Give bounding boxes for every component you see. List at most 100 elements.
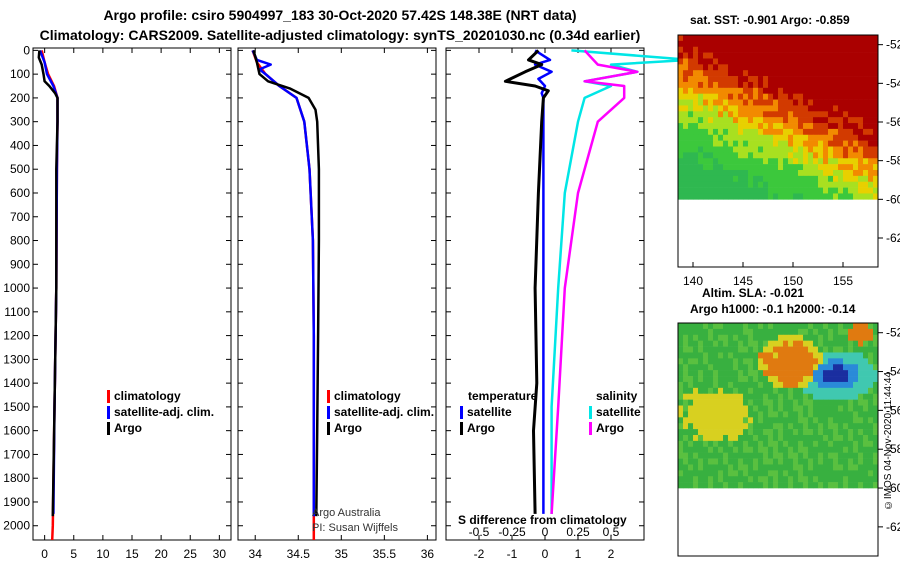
map-cell bbox=[738, 52, 744, 59]
map-cell bbox=[853, 399, 859, 406]
legend-label-sal-argo: Argo bbox=[596, 421, 624, 435]
map-cell bbox=[793, 146, 799, 153]
map-cell bbox=[738, 399, 744, 406]
map-cell bbox=[828, 40, 834, 48]
map-cell bbox=[708, 476, 714, 483]
map-cell bbox=[708, 470, 714, 477]
map-cell bbox=[848, 482, 854, 489]
map-cell bbox=[868, 476, 874, 483]
map-cell bbox=[783, 187, 789, 194]
map-cell bbox=[773, 482, 779, 489]
map-cell bbox=[843, 393, 849, 400]
map-cell bbox=[818, 158, 824, 165]
map-cell bbox=[853, 134, 859, 141]
map-cell bbox=[793, 111, 799, 118]
map-cell bbox=[798, 128, 804, 136]
map-cell bbox=[678, 58, 684, 65]
map-cell bbox=[833, 134, 839, 141]
map-cell bbox=[803, 35, 809, 42]
map-cell bbox=[738, 340, 744, 347]
map-cell bbox=[693, 458, 699, 465]
map-cell bbox=[698, 417, 704, 424]
map-cell bbox=[683, 76, 689, 83]
map-cell bbox=[833, 334, 839, 341]
map-cell bbox=[873, 429, 879, 436]
map-cell bbox=[828, 340, 834, 347]
map-cell bbox=[758, 452, 764, 459]
difference-xlabel: S difference from climatology bbox=[458, 513, 627, 527]
map-cell bbox=[803, 393, 809, 400]
map-cell bbox=[838, 452, 844, 459]
map-cell bbox=[748, 164, 754, 171]
map-cell bbox=[763, 440, 769, 448]
map-cell bbox=[743, 193, 749, 200]
map-cell bbox=[713, 58, 719, 65]
map-cell bbox=[698, 411, 704, 418]
map-cell bbox=[743, 134, 749, 141]
map-cell bbox=[813, 58, 819, 65]
map-cell bbox=[858, 146, 864, 153]
map-cell bbox=[758, 152, 764, 159]
salinity-legend: climatology satellite-adj. clim. Argo Ar… bbox=[312, 389, 434, 534]
map-cell bbox=[808, 52, 814, 59]
map-cell bbox=[678, 175, 684, 183]
map-cell bbox=[838, 446, 844, 453]
map-cell bbox=[768, 152, 774, 159]
map-cell bbox=[693, 76, 699, 83]
map-cell bbox=[843, 370, 849, 377]
map-cell bbox=[788, 452, 794, 459]
map-cell bbox=[763, 128, 769, 136]
map-cell bbox=[688, 134, 694, 141]
map-cell bbox=[728, 358, 734, 365]
map-cell bbox=[813, 434, 819, 442]
map-cell bbox=[793, 164, 799, 171]
map-cell bbox=[798, 193, 804, 200]
map-cell bbox=[773, 405, 779, 412]
map-cell bbox=[848, 146, 854, 153]
map-cell bbox=[863, 340, 869, 347]
map-cell bbox=[833, 193, 839, 200]
map-cell bbox=[848, 423, 854, 430]
map-cell bbox=[768, 364, 774, 371]
map-cell bbox=[743, 99, 749, 106]
map-cell bbox=[823, 405, 829, 412]
map-cell bbox=[828, 64, 834, 71]
map-cell bbox=[813, 193, 819, 200]
map-cell bbox=[838, 46, 844, 53]
map-cell bbox=[713, 123, 719, 130]
map-cell bbox=[723, 46, 729, 53]
x-tick-label-salinity: -0.25 bbox=[498, 525, 526, 539]
map-cell bbox=[863, 429, 869, 436]
map-cell bbox=[858, 40, 864, 48]
map-cell bbox=[733, 482, 739, 489]
map-cell bbox=[858, 70, 864, 77]
legend-swatch-temp-satellite bbox=[460, 406, 463, 419]
map-cell bbox=[833, 452, 839, 459]
map-cell bbox=[783, 105, 789, 112]
map-cell bbox=[748, 470, 754, 477]
map-cell bbox=[843, 429, 849, 436]
map-cell bbox=[728, 58, 734, 65]
map-cell bbox=[758, 470, 764, 477]
map-cell bbox=[703, 175, 709, 183]
map-cell bbox=[758, 393, 764, 400]
map-cell bbox=[678, 35, 684, 42]
map-cell bbox=[703, 52, 709, 59]
map-cell bbox=[868, 387, 874, 395]
map-cell bbox=[763, 399, 769, 406]
map-cell bbox=[803, 387, 809, 395]
map-cell bbox=[838, 193, 844, 200]
map-cell bbox=[703, 93, 709, 100]
map-cell bbox=[723, 452, 729, 459]
map-cell bbox=[813, 393, 819, 400]
map-cell bbox=[743, 81, 749, 89]
map-cell bbox=[858, 399, 864, 406]
map-cell bbox=[838, 358, 844, 365]
map-cell bbox=[833, 423, 839, 430]
map-cell bbox=[708, 434, 714, 442]
map-cell bbox=[733, 193, 739, 200]
map-cell bbox=[853, 81, 859, 89]
map-cell bbox=[833, 399, 839, 406]
map-cell bbox=[788, 423, 794, 430]
map-cell bbox=[773, 105, 779, 112]
